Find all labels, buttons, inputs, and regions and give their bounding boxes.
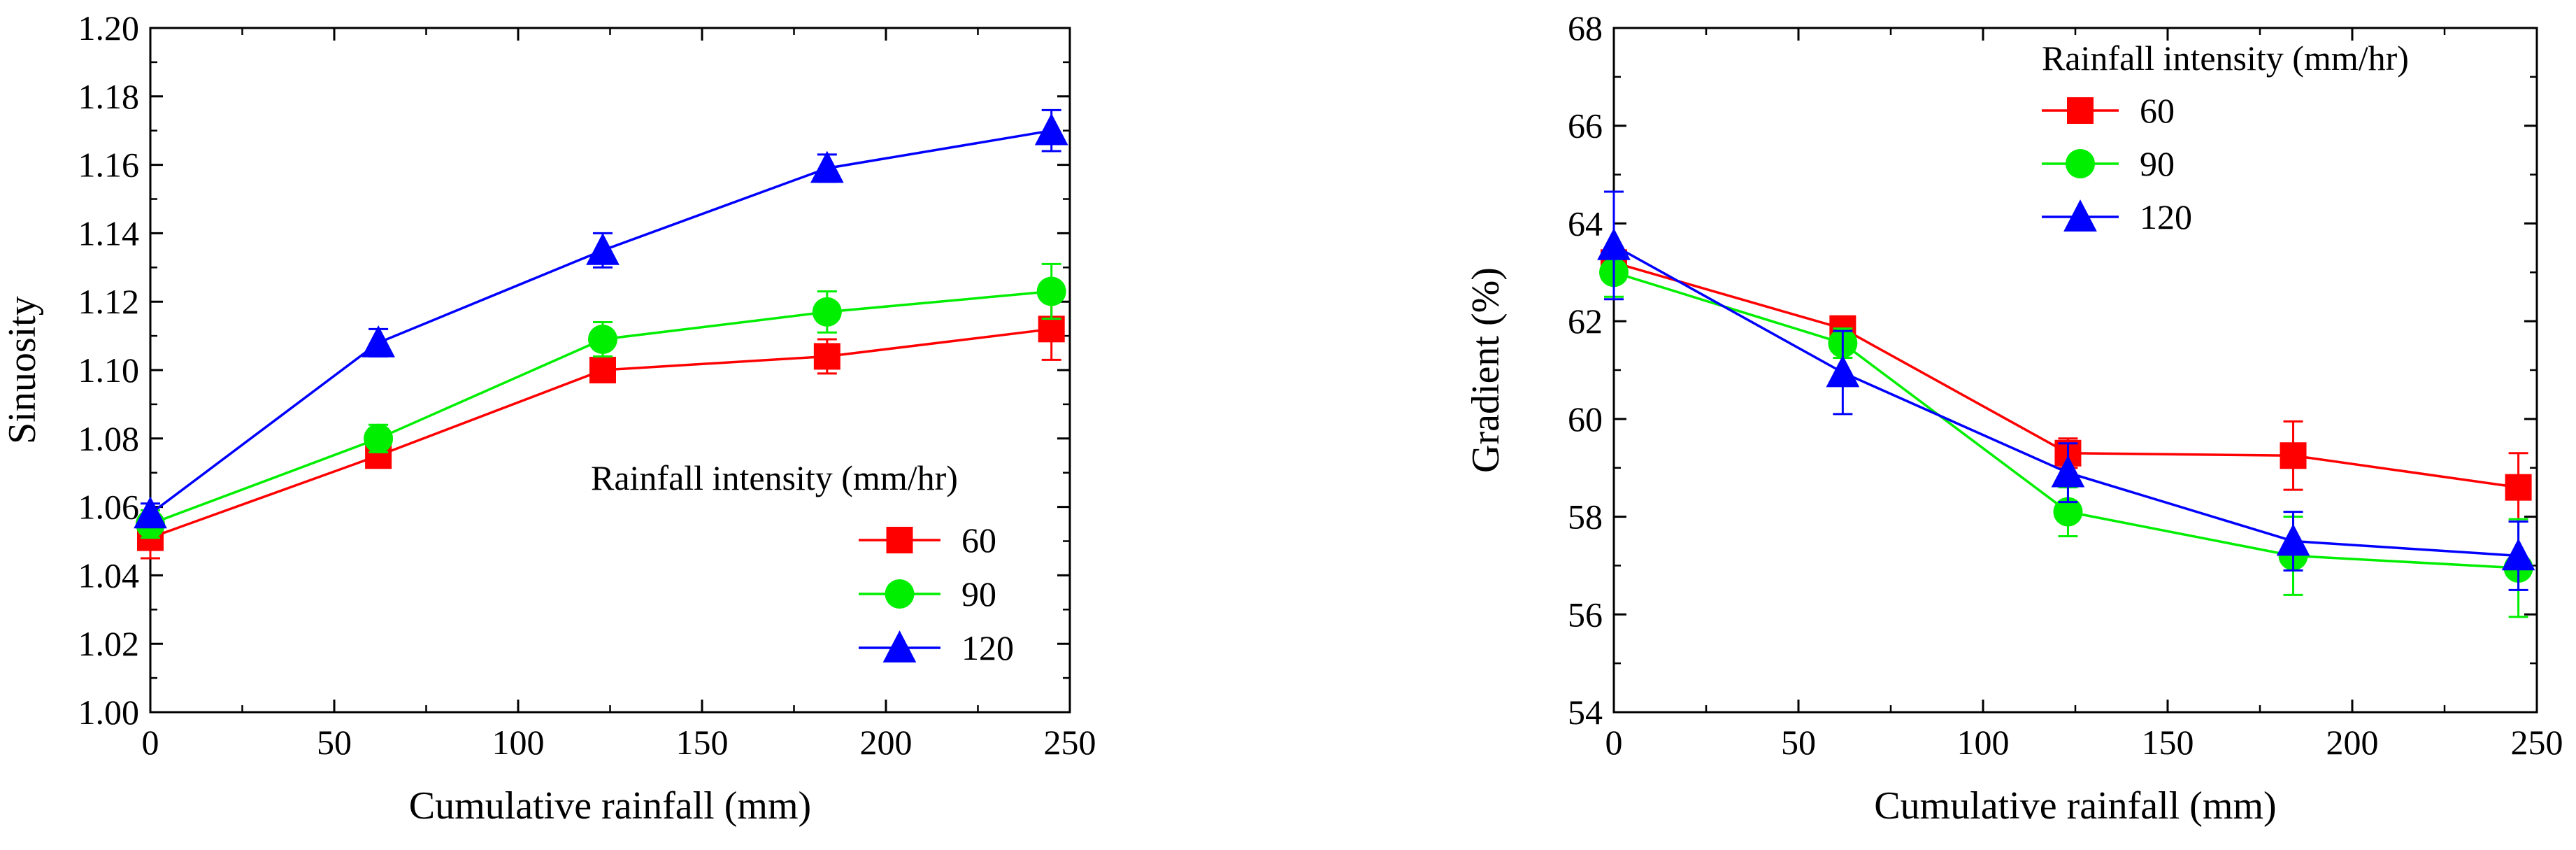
data-point-120 <box>586 233 620 265</box>
gradient-chart: 0 50 100 150 200 250 54 56 58 60 62 64 66 68 Cumulativ… <box>1464 8 2563 828</box>
y-tick-label: 56 <box>1568 595 1603 634</box>
legend-marker-60 <box>886 527 913 553</box>
x-axis-title: Cumulative rainfall (mm) <box>409 784 811 828</box>
data-point-120 <box>362 325 395 357</box>
data-point-120 <box>2051 455 2085 488</box>
data-point-120 <box>810 150 844 183</box>
data-point-120 <box>2276 523 2310 556</box>
x-tick-label: 100 <box>1957 723 2010 762</box>
y-tick-label: 66 <box>1568 106 1603 146</box>
legend-marker-90 <box>2066 149 2095 178</box>
data-point-90 <box>812 297 842 327</box>
y-tick-label: 1.00 <box>78 693 140 732</box>
x-tick-label: 250 <box>1044 723 1096 762</box>
x-tick-label: 150 <box>676 723 729 762</box>
y-tick-label: 62 <box>1568 302 1603 341</box>
legend-marker-90 <box>885 579 915 609</box>
data-point-120 <box>2501 538 2535 571</box>
legend-marker-120 <box>882 630 917 663</box>
x-tick-label: 150 <box>2142 723 2194 762</box>
legend-marker-60 <box>2067 97 2094 124</box>
y-axis-title: Gradient (%) <box>1464 267 1508 473</box>
data-point-60 <box>813 343 840 370</box>
y-tick-label: 54 <box>1568 693 1603 732</box>
legend-title: Rainfall intensity (mm/hr) <box>2042 38 2409 78</box>
x-tick-label: 200 <box>860 723 913 762</box>
data-point-60 <box>1038 316 1065 343</box>
x-tick-label: 250 <box>2511 723 2563 762</box>
y-tick-label: 1.18 <box>78 77 140 116</box>
sinuosity-chart: 0 50 100 150 200 250 1.00 1.02 1.04 1.06 1.08 1.10 1… <box>1 8 1096 828</box>
x-tick-label: 100 <box>492 723 545 762</box>
legend-title: Rainfall intensity (mm/hr) <box>591 458 958 497</box>
x-axis-title: Cumulative rainfall (mm) <box>1874 784 2276 828</box>
data-point-120 <box>1597 228 1631 260</box>
y-tick-label: 1.04 <box>78 555 140 595</box>
data-point-90 <box>1036 276 1066 306</box>
y-axis-title: Sinuosity <box>1 296 44 444</box>
plot-frame <box>1612 27 2538 714</box>
y-tick-label: 58 <box>1568 497 1603 537</box>
x-tick-label: 50 <box>1781 723 1816 762</box>
data-point-60 <box>589 357 616 383</box>
data-point-60 <box>2280 442 2307 469</box>
x-tick-label: 0 <box>142 723 159 762</box>
x-tick-label: 50 <box>317 723 352 762</box>
y-tick-label: 1.16 <box>78 146 140 185</box>
y-tick-label: 68 <box>1568 8 1603 48</box>
y-tick-label: 1.10 <box>78 350 140 390</box>
legend-marker-120 <box>2063 199 2097 232</box>
y-tick-label: 1.08 <box>78 419 140 458</box>
data-point-120 <box>1826 355 1860 388</box>
x-tick-label: 0 <box>1605 723 1623 762</box>
y-tick-label: 1.14 <box>78 213 140 253</box>
data-point-60 <box>2505 474 2532 501</box>
legend-label-60: 60 <box>961 520 996 560</box>
x-tick-label: 200 <box>2326 723 2379 762</box>
data-point-120 <box>134 496 167 529</box>
y-tick-label: 64 <box>1568 204 1603 243</box>
data-point-120 <box>1034 113 1068 146</box>
legend-label-120: 120 <box>961 628 1014 667</box>
y-tick-label: 60 <box>1568 399 1603 439</box>
legend-label-120: 120 <box>2140 197 2192 236</box>
legend-label-60: 60 <box>2140 91 2175 130</box>
y-tick-label: 1.20 <box>78 8 140 48</box>
data-point-90 <box>587 324 617 354</box>
y-tick-label: 1.12 <box>78 282 140 321</box>
legend-label-90: 90 <box>2140 144 2175 183</box>
data-point-90 <box>364 423 394 453</box>
data-point-90 <box>2053 497 2083 527</box>
y-tick-label: 1.06 <box>78 488 140 527</box>
legend-label-90: 90 <box>961 574 996 614</box>
y-tick-label: 1.02 <box>78 624 140 663</box>
